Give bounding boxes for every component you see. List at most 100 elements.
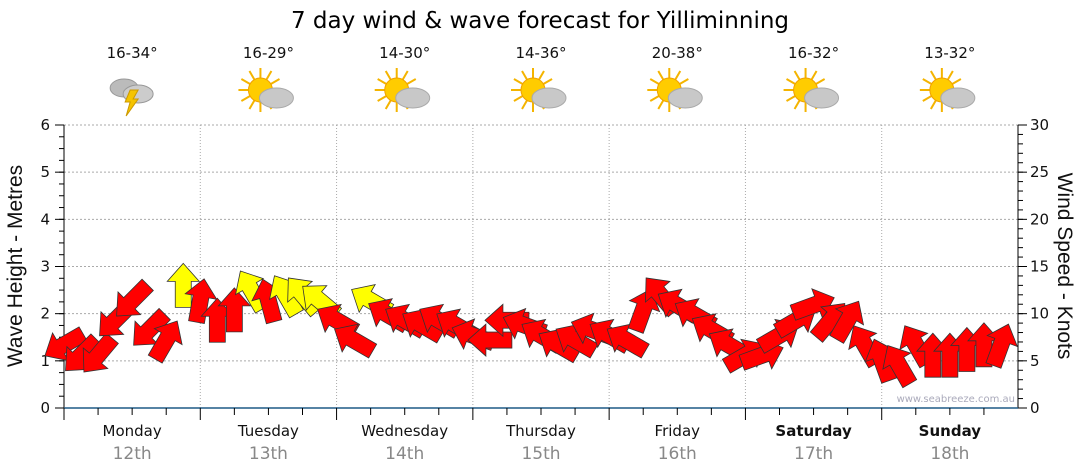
wind-arrow [116,278,154,317]
right-axis-title: Wind Speed - Knots [1053,173,1076,360]
temp-range: 16-29° [243,44,294,62]
right-tick-label: 15 [1030,258,1049,276]
partly-cloudy-icon [511,68,567,112]
sun-ray [521,70,528,81]
sun-ray [951,78,962,85]
sun-ray [270,78,280,85]
sun-ray [240,95,251,102]
sun-ray [248,99,256,110]
right-tick-label: 30 [1030,116,1049,134]
partly-cloudy-icon [238,68,294,112]
sun-ray [946,70,954,81]
cloud-shape [804,87,840,109]
day-label: Wednesday [361,422,448,440]
sun-ray [649,78,660,85]
temp-range: 20-38° [652,44,703,62]
wind-arrow [882,345,918,389]
wind-arrow [627,288,661,334]
sun-ray [786,95,796,102]
sun-ray [815,78,826,85]
cloud-shape [667,87,703,109]
left-tick-label: 2 [40,305,50,323]
sun-ray [384,70,392,81]
sun-ray [810,70,818,81]
date-label: 13th [249,444,288,464]
sun-ray [679,78,689,85]
grid [64,124,1018,408]
wind-arrow [82,332,119,373]
sun-ray [377,95,387,102]
sun-ray [657,70,665,81]
date-label: 14th [385,444,424,464]
wind-arrow [166,262,201,308]
left-axis-title: Wave Height - Metres [4,165,27,367]
sun-ray [513,78,524,85]
sun-ray [929,70,937,81]
left-tick-label: 4 [40,210,50,228]
temp-range: 16-34° [107,44,158,62]
partly-cloudy-icon [783,68,840,112]
date-label: 17th [794,444,833,464]
wind-arrows [44,262,1019,389]
thunderstorm-icon [109,78,154,117]
sun-ray [793,99,801,110]
sun-ray [922,95,932,102]
sun-ray [542,78,553,85]
day-label: Sunday [919,422,982,440]
sun-ray [786,78,796,85]
sun-ray [674,70,682,81]
right-tick-label: 10 [1030,305,1049,323]
wind-arrow [147,320,183,364]
wind-arrow [829,300,865,344]
partly-cloudy-icon [647,68,703,112]
sun-ray [406,78,417,85]
sun-ray [538,70,545,81]
sun-ray [521,99,528,110]
temp-range: 13-32° [924,44,975,62]
sun-ray [922,78,932,85]
wind-arrow [985,323,1019,369]
date-label: 15th [521,444,560,464]
cloud-shape [940,87,976,109]
cloud-shape [395,87,431,109]
left-tick-label: 6 [40,116,50,134]
chart-title: 7 day wind & wave forecast for Yilliminn… [291,8,789,34]
sun-ray [265,70,273,81]
sun-ray [401,70,409,81]
sun-ray [929,99,937,110]
axes: 0 1 2 3 4 5 6 0 5 10 15 20 25 30 Monday 12th Tuesday 13th… [40,116,1049,464]
wind-arrow [217,287,252,333]
temp-range: 16-32° [788,44,839,62]
left-tick-label: 3 [40,258,50,276]
wind-arrow [334,323,378,359]
date-label: 12th [113,444,152,464]
sun-ray [240,78,251,85]
cloud-shape [531,87,567,109]
right-tick-label: 25 [1030,163,1049,181]
partly-cloudy-icon [374,68,431,112]
day-label: Tuesday [237,422,299,440]
sun-ray [513,95,524,102]
right-tick-label: 0 [1030,399,1040,417]
cloud-shape [258,87,294,109]
day-label: Friday [655,422,701,440]
sun-ray [384,99,392,110]
sun-ray [657,99,665,110]
wind-arrow [184,278,218,324]
sun-ray [649,95,660,102]
sun-ray [248,70,256,81]
sun-ray [793,70,801,81]
day-label: Saturday [775,422,852,440]
right-tick-label: 20 [1030,210,1049,228]
left-tick-label: 1 [40,352,50,370]
temp-range: 14-36° [515,44,566,62]
left-tick-label: 5 [40,163,50,181]
watermark: www.seabreeze.com.au [897,394,1015,405]
partly-cloudy-icon [919,68,976,112]
left-tick-label: 0 [40,399,50,417]
date-label: 16th [658,444,697,464]
right-tick-label: 5 [1030,352,1040,370]
temp-range: 14-30° [379,44,430,62]
sun-ray [377,78,387,85]
